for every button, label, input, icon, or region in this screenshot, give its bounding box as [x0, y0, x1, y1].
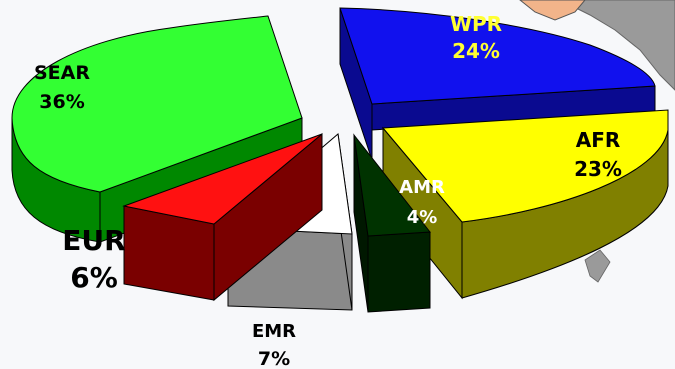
- label-sear-percent: 36%: [39, 91, 84, 113]
- slice-sear-top: [11, 15, 303, 193]
- slice-amr-side: [367, 231, 431, 313]
- label-emr-percent: 7%: [258, 348, 290, 369]
- background-decoration: [519, 0, 675, 283]
- slice-eur: [122, 132, 323, 302]
- slice-wpr: [339, 7, 656, 161]
- label-emr-name: EMR: [252, 321, 296, 342]
- label-afr-name: AFR: [576, 128, 621, 152]
- slice-eur-top: [122, 133, 323, 225]
- label-eur-percent: 6%: [70, 261, 118, 294]
- slice-amr-top: [353, 133, 431, 237]
- slice-afr: [381, 109, 669, 300]
- slice-amr: [353, 133, 431, 313]
- label-amr-percent: 4%: [407, 207, 438, 228]
- label-amr-name: AMR: [399, 177, 445, 198]
- slice-afr-top: [381, 109, 669, 223]
- slice-wpr-top: [339, 7, 656, 105]
- label-wpr-percent: 24%: [452, 39, 500, 63]
- label-afr-percent: 23%: [574, 157, 622, 181]
- label-sear-name: SEAR: [34, 62, 90, 84]
- label-wpr-name: WPR: [450, 12, 502, 36]
- label-eur-name: EUR: [62, 224, 125, 257]
